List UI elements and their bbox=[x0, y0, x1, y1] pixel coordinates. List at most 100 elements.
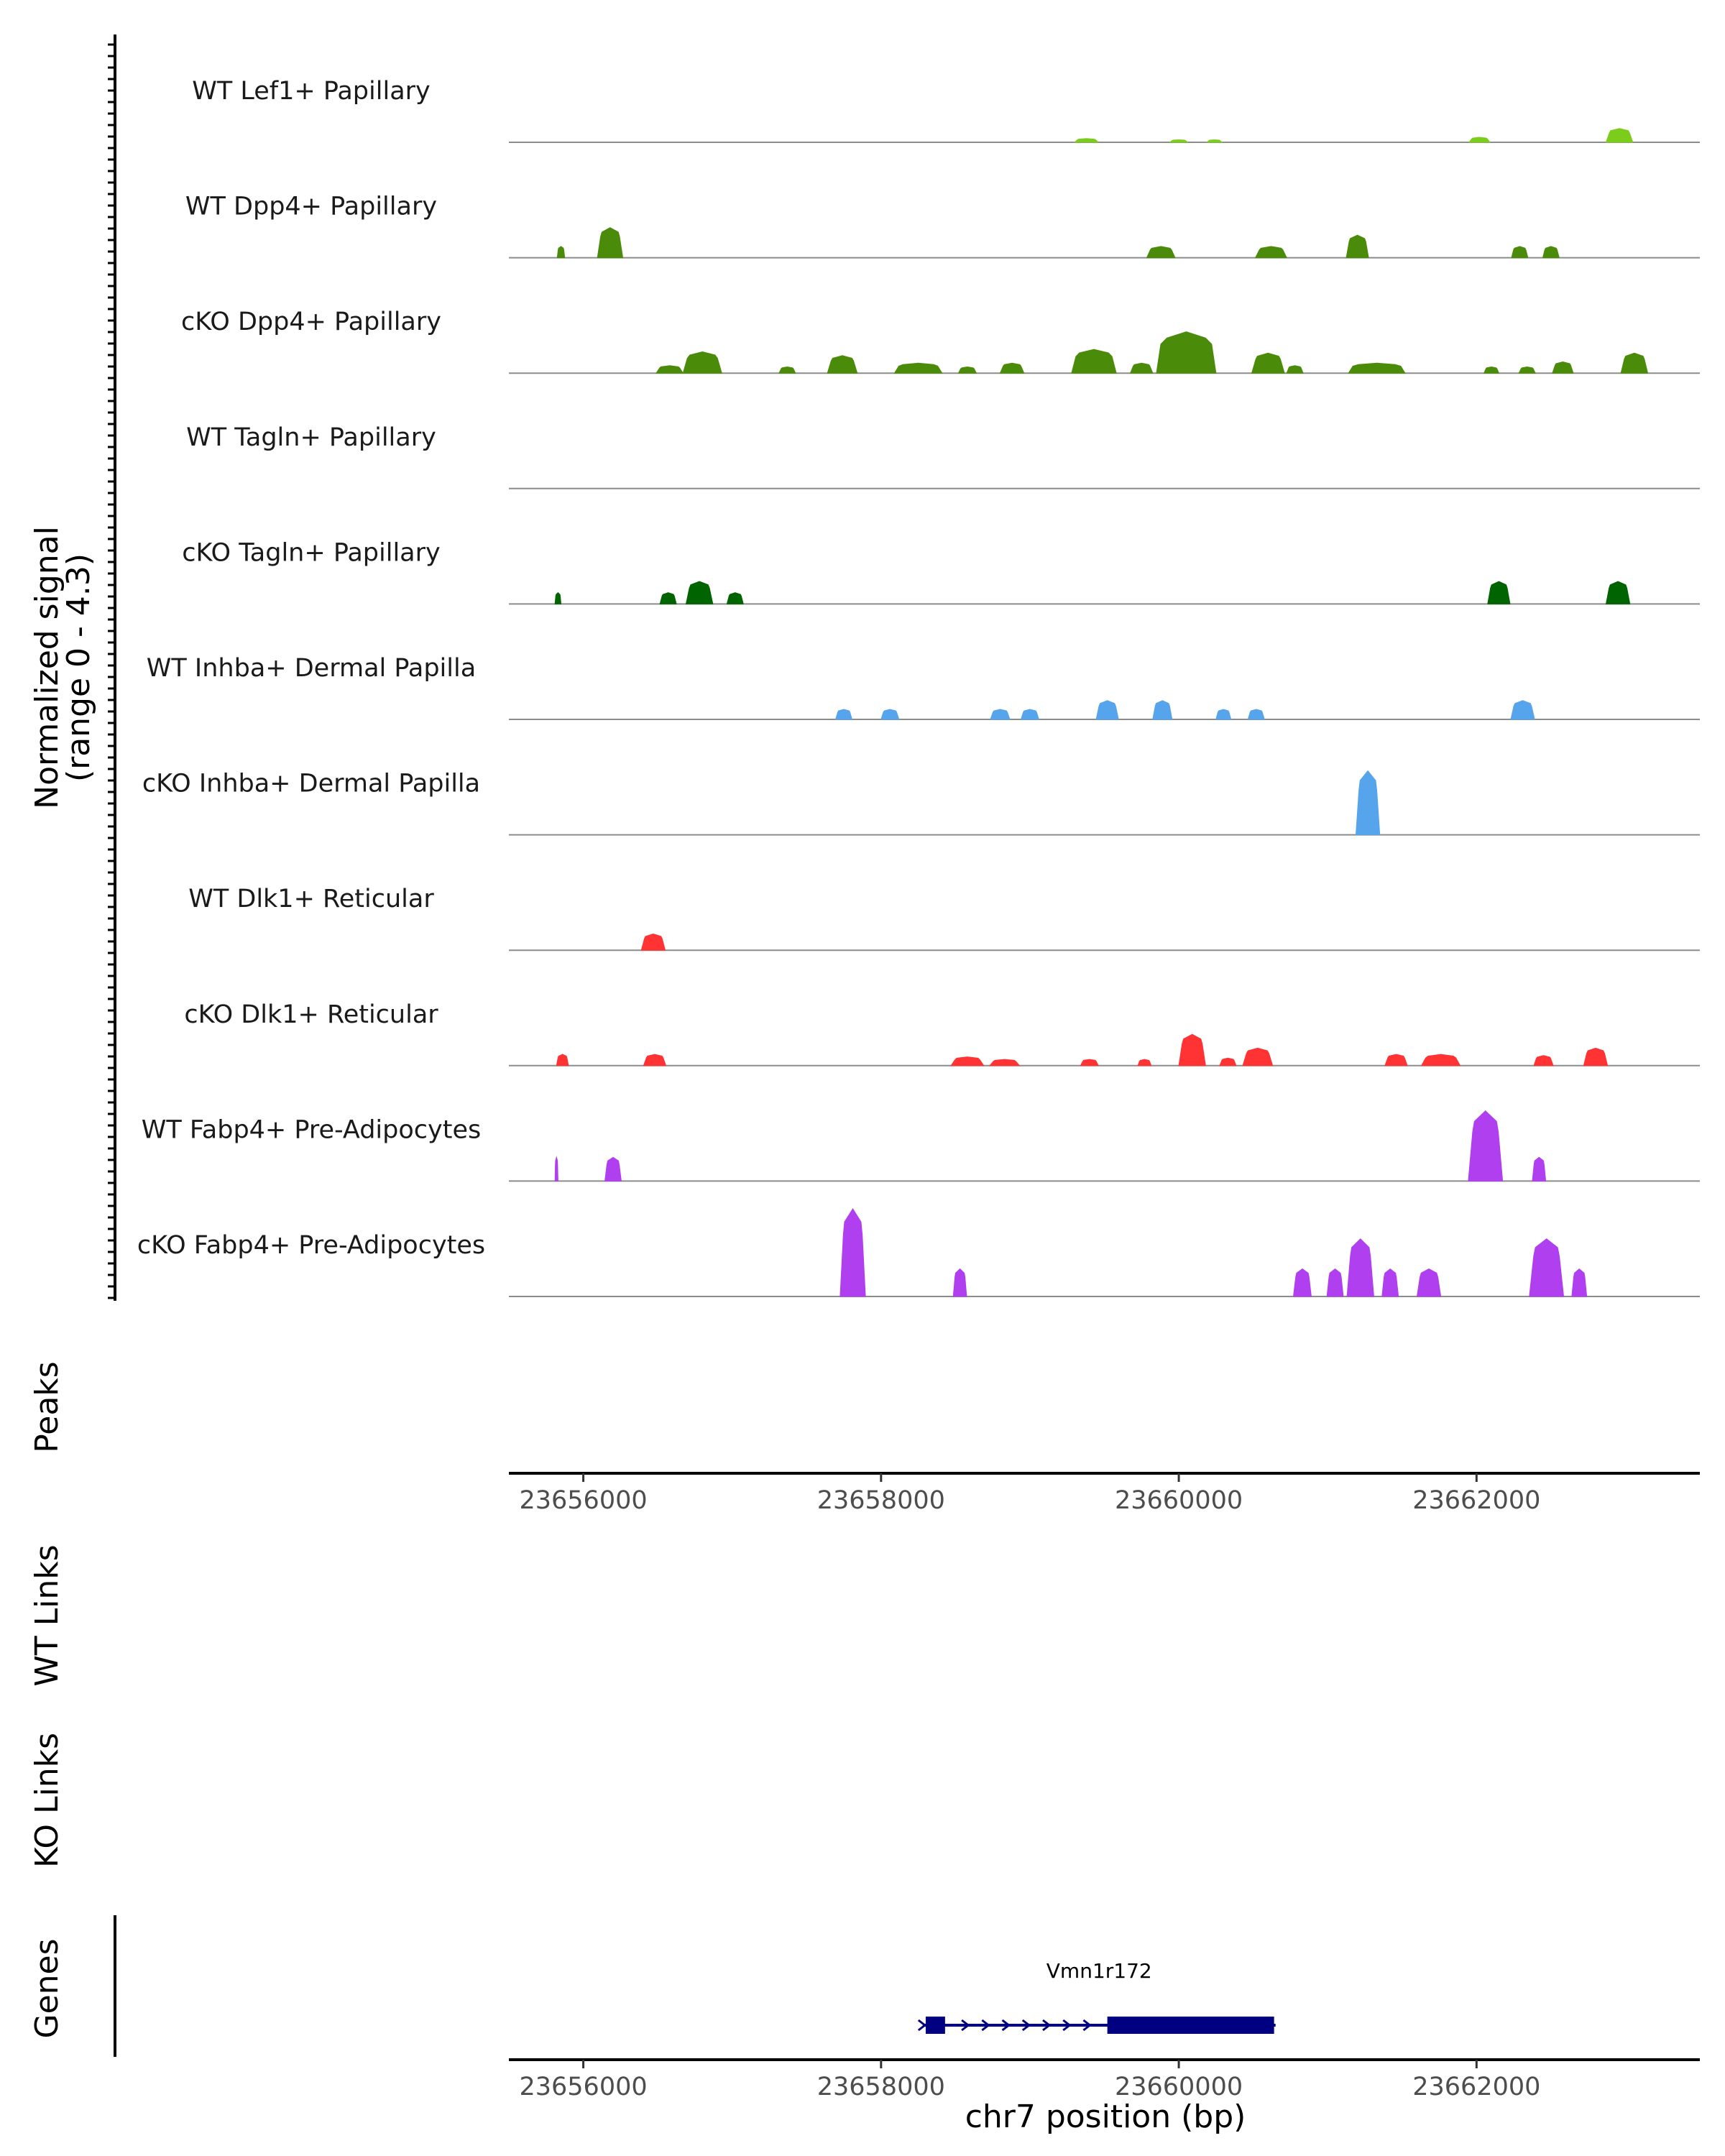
coverage-track: WT Dlk1+ Reticular bbox=[188, 885, 1700, 952]
signal-peak bbox=[1511, 246, 1529, 259]
x-tick-label: 23658000 bbox=[817, 2073, 945, 2101]
signal-peak bbox=[1326, 1268, 1344, 1297]
signal-peak bbox=[990, 709, 1011, 720]
coverage-track: cKO Fabp4+ Pre-Adipocytes bbox=[137, 1207, 1700, 1297]
peaks-x-axis: 23656000 23658000 23660000 23662000 bbox=[509, 1472, 1700, 1515]
signal-peak bbox=[659, 592, 677, 604]
signal-peak bbox=[827, 355, 858, 374]
track-label: cKO Fabp4+ Pre-Adipocytes bbox=[137, 1231, 485, 1260]
gene-model: Vmn1r172 bbox=[917, 1959, 1276, 2034]
track-label: cKO Dpp4+ Papillary bbox=[181, 308, 441, 336]
signal-peak bbox=[1169, 139, 1189, 143]
signal-peak bbox=[1348, 362, 1406, 374]
signal-peak bbox=[1215, 709, 1232, 720]
coverage-track: cKO Dlk1+ Reticular bbox=[184, 1000, 1700, 1067]
signal-peak bbox=[1254, 246, 1288, 259]
signal-peak bbox=[554, 1156, 558, 1181]
coverage-track: WT Lef1+ Papillary bbox=[192, 77, 1700, 143]
signal-peak bbox=[656, 365, 684, 374]
x-tick-label: 23662000 bbox=[1412, 2073, 1540, 2101]
x-tick-label: 23660000 bbox=[1115, 1486, 1243, 1515]
strand-arrow bbox=[961, 2019, 970, 2032]
signal-peak bbox=[1071, 349, 1117, 374]
signal-peak bbox=[1532, 1156, 1547, 1181]
signal-peak bbox=[1605, 581, 1631, 604]
coverage-track: WT Inhba+ Dermal Papilla bbox=[147, 654, 1700, 720]
track-label: cKO Inhba+ Dermal Papilla bbox=[142, 770, 480, 798]
signal-peak bbox=[950, 1056, 985, 1067]
signal-peak bbox=[840, 1207, 866, 1297]
signal-peak bbox=[1510, 700, 1535, 720]
signal-peak bbox=[1552, 361, 1574, 374]
strand-arrow bbox=[1021, 2019, 1031, 2032]
x-tick-label: 23656000 bbox=[519, 1486, 647, 1515]
track-label: WT Dlk1+ Reticular bbox=[188, 885, 434, 913]
coverage-track: cKO Tagln+ Papillary bbox=[182, 538, 1700, 605]
track-label: WT Dpp4+ Papillary bbox=[185, 193, 437, 221]
signal-peak bbox=[643, 1054, 667, 1067]
strand-arrow bbox=[917, 2019, 927, 2032]
signal-peak bbox=[988, 1059, 1021, 1067]
signal-peak bbox=[640, 933, 666, 951]
x-tick-label: 23662000 bbox=[1412, 1486, 1540, 1515]
signal-peak bbox=[957, 366, 978, 374]
signal-peak bbox=[1529, 1238, 1565, 1297]
strand-arrow bbox=[981, 2019, 990, 2032]
signal-peak bbox=[880, 709, 900, 720]
signal-peak bbox=[1518, 366, 1536, 374]
signal-peak bbox=[1384, 1054, 1408, 1067]
signal-peak bbox=[1073, 138, 1100, 143]
signal-peak bbox=[1206, 139, 1223, 143]
signal-peak bbox=[1416, 1268, 1442, 1297]
signal-peak bbox=[1286, 365, 1304, 374]
signal-peak bbox=[778, 366, 796, 374]
signal-peak bbox=[1292, 1268, 1312, 1297]
signal-peak bbox=[1468, 1110, 1504, 1181]
strand-arrow bbox=[1062, 2019, 1072, 2032]
gene-exon bbox=[1107, 2017, 1274, 2034]
signal-peak bbox=[952, 1268, 967, 1297]
signal-peak bbox=[1251, 352, 1285, 374]
strand-arrow bbox=[1082, 2019, 1092, 2032]
coverage-track: WT Fabp4+ Pre-Adipocytes bbox=[142, 1110, 1700, 1182]
signal-peak bbox=[1219, 1057, 1237, 1067]
signal-peak bbox=[554, 592, 562, 604]
signal-peak bbox=[1620, 352, 1649, 374]
signal-peak bbox=[1583, 1047, 1609, 1067]
signal-peak bbox=[893, 362, 943, 374]
x-tick-label: 23658000 bbox=[817, 1486, 945, 1515]
signal-peak bbox=[1420, 1054, 1461, 1067]
signal-peak bbox=[1178, 1033, 1206, 1067]
signal-peak bbox=[1605, 128, 1634, 143]
x-tick-label: 23660000 bbox=[1115, 2073, 1243, 2101]
track-label: WT Fabp4+ Pre-Adipocytes bbox=[142, 1115, 481, 1144]
peaks-track-label: Peaks bbox=[29, 1361, 65, 1452]
signal-peak bbox=[1156, 331, 1217, 374]
signal-peak bbox=[1242, 1047, 1274, 1067]
signal-peak bbox=[834, 709, 853, 720]
signal-peak bbox=[1152, 700, 1173, 720]
genes-x-axis: 23656000 23658000 23660000 23662000 bbox=[509, 2058, 1700, 2101]
signal-peak bbox=[1020, 709, 1040, 720]
signal-peak bbox=[1137, 1059, 1152, 1067]
wt-links-track-label: WT Links bbox=[29, 1544, 65, 1686]
signal-peak bbox=[1247, 709, 1265, 720]
track-label: WT Inhba+ Dermal Papilla bbox=[147, 654, 476, 683]
signal-peak bbox=[604, 1156, 622, 1181]
track-label: WT Lef1+ Papillary bbox=[192, 77, 431, 106]
signal-peak bbox=[1355, 770, 1381, 836]
signal-peak bbox=[685, 581, 714, 604]
strand-arrow bbox=[1042, 2019, 1052, 2032]
coverage-track: cKO Dpp4+ Papillary bbox=[181, 308, 1700, 374]
y-axis-ticks bbox=[108, 43, 115, 1299]
gene-exon bbox=[925, 2017, 945, 2034]
genes-track-label: Genes bbox=[29, 1938, 65, 2038]
x-tick-label: 23656000 bbox=[519, 2073, 647, 2101]
signal-peak bbox=[1468, 137, 1491, 143]
signal-peak bbox=[1542, 246, 1560, 259]
signal-peak bbox=[999, 362, 1025, 374]
coverage-track: WT Tagln+ Papillary bbox=[186, 423, 1700, 489]
signal-peak bbox=[1346, 234, 1369, 259]
signal-peak bbox=[1571, 1268, 1588, 1297]
